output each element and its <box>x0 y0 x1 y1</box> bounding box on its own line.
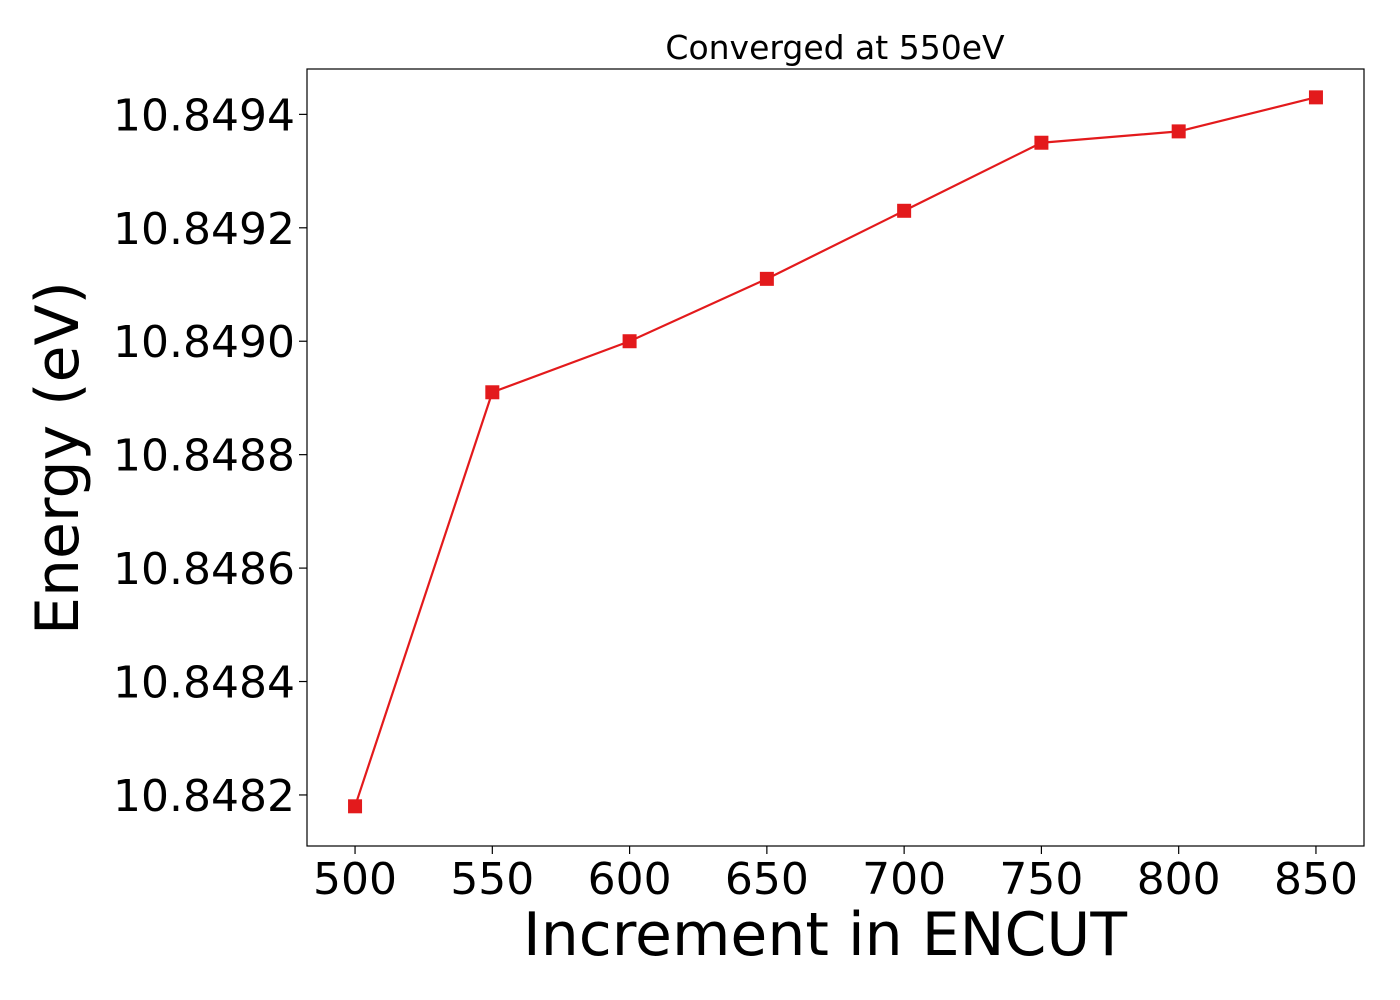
data-point-marker <box>1171 124 1186 139</box>
y-tick-label: 10.8494 <box>113 90 295 141</box>
x-tick-label: 500 <box>313 854 397 905</box>
y-tick-label: 10.8486 <box>113 544 295 595</box>
y-axis-ticks: 10.8482 10.8484 10.8486 10.8488 10.8490 10.84… <box>113 90 307 822</box>
data-point-marker <box>348 799 363 814</box>
y-tick-label: 10.8490 <box>113 317 295 368</box>
x-tick-label: 850 <box>1274 854 1358 905</box>
chart-title: Converged at 550eV <box>665 28 1005 67</box>
y-tick-label: 10.8482 <box>113 771 295 822</box>
y-tick-label: 10.8492 <box>113 204 295 255</box>
data-point-marker <box>1034 135 1049 150</box>
x-axis-ticks: 500 550 600 650 700 750 800 850 <box>313 846 1358 905</box>
y-tick-label: 10.8488 <box>113 431 295 482</box>
y-axis-title: Energy (eV) <box>23 281 93 635</box>
data-point-marker <box>485 385 500 400</box>
data-point-marker <box>897 203 912 218</box>
x-axis-title: Increment in ENCUT <box>523 900 1127 970</box>
x-tick-label: 750 <box>999 854 1083 905</box>
plot-frame <box>306 68 1365 847</box>
data-point-marker <box>622 334 637 349</box>
data-point-marker <box>759 271 774 286</box>
data-point-marker <box>1308 90 1323 105</box>
x-tick-label: 800 <box>1137 854 1221 905</box>
y-tick-label: 10.8484 <box>113 658 295 709</box>
plot-marks <box>348 90 1323 814</box>
series-line <box>354 96 1317 807</box>
x-tick-label: 650 <box>725 854 809 905</box>
x-tick-label: 550 <box>450 854 534 905</box>
x-tick-label: 600 <box>588 854 672 905</box>
x-tick-label: 700 <box>862 854 946 905</box>
